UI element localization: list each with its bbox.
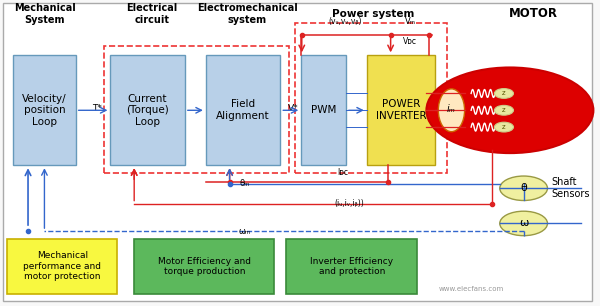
Text: z: z	[502, 107, 506, 113]
Text: z: z	[502, 124, 506, 130]
Bar	[301, 55, 346, 165]
Text: Motor Efficiency and
torque production: Motor Efficiency and torque production	[158, 256, 251, 276]
Bar	[104, 46, 289, 173]
Text: (iᵤ,iᵥ,iᵦ)): (iᵤ,iᵥ,iᵦ))	[334, 199, 364, 208]
Bar	[7, 239, 118, 294]
Bar	[206, 55, 280, 165]
Ellipse shape	[439, 89, 464, 132]
Text: Vᴅᴄ: Vᴅᴄ	[403, 37, 418, 46]
Bar	[367, 55, 436, 165]
Circle shape	[494, 105, 514, 115]
Circle shape	[500, 211, 547, 236]
Circle shape	[427, 68, 593, 153]
Text: T*: T*	[92, 104, 101, 113]
Text: PWM: PWM	[311, 105, 336, 115]
Bar	[13, 55, 76, 165]
Text: Electrical
circuit: Electrical circuit	[127, 3, 178, 25]
Text: Shaft
Sensors: Shaft Sensors	[551, 177, 590, 199]
Text: Mechanical
performance and
motor protection: Mechanical performance and motor protect…	[23, 251, 101, 281]
Bar	[286, 239, 418, 294]
Text: ω: ω	[519, 218, 529, 229]
Circle shape	[494, 88, 514, 98]
Text: θₘ: θₘ	[239, 179, 250, 188]
Text: z: z	[502, 91, 506, 96]
Circle shape	[494, 122, 514, 132]
Text: Current
(Torque)
Loop: Current (Torque) Loop	[126, 94, 169, 127]
Text: (vᵤ,vᵥ,vᵦ): (vᵤ,vᵥ,vᵦ)	[328, 17, 361, 26]
Text: MOTOR: MOTOR	[509, 7, 558, 21]
Bar	[295, 23, 447, 173]
Bar	[110, 55, 185, 165]
Text: www.elecfans.com: www.elecfans.com	[439, 286, 504, 292]
Text: POWER
INVERTER: POWER INVERTER	[376, 99, 427, 121]
Text: Velocity/
position
Loop: Velocity/ position Loop	[22, 94, 67, 127]
Circle shape	[500, 176, 547, 200]
Text: Vₘ: Vₘ	[405, 17, 416, 26]
Text: Iᴅᴄ: Iᴅᴄ	[337, 169, 348, 177]
Text: Power system: Power system	[332, 9, 414, 19]
Text: Mechanical
System: Mechanical System	[14, 3, 76, 25]
Text: θ: θ	[520, 183, 527, 193]
Text: V*: V*	[288, 104, 299, 113]
Text: iₘ: iₘ	[447, 104, 456, 114]
Bar	[134, 239, 274, 294]
Text: Electromechanical
system: Electromechanical system	[197, 3, 298, 25]
Text: Inverter Efficiency
and protection: Inverter Efficiency and protection	[310, 256, 394, 276]
Text: ωₘ: ωₘ	[238, 226, 251, 236]
Text: Field
Alignment: Field Alignment	[216, 99, 270, 121]
